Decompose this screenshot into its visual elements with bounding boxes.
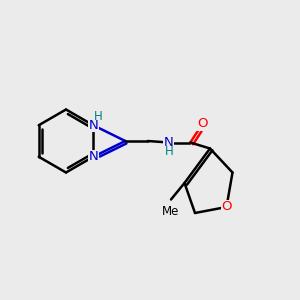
Text: H: H bbox=[94, 110, 103, 123]
Text: Me: Me bbox=[162, 205, 180, 218]
Text: N: N bbox=[88, 119, 98, 132]
Text: N: N bbox=[164, 136, 174, 149]
Text: N: N bbox=[88, 150, 98, 163]
Text: H: H bbox=[164, 145, 173, 158]
Text: O: O bbox=[197, 117, 208, 130]
Text: O: O bbox=[221, 200, 232, 214]
